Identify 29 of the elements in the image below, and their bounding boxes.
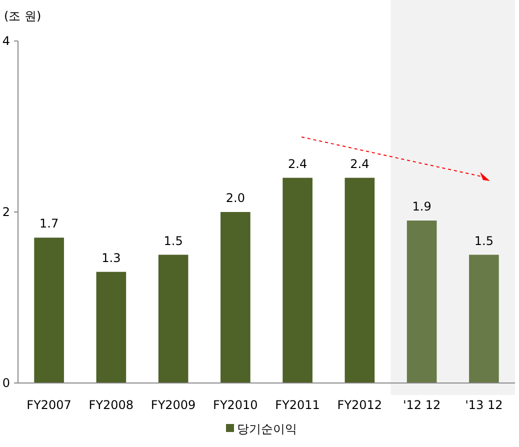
data-label: 1.5 (474, 234, 494, 248)
data-label: 2.0 (226, 191, 245, 205)
x-tick-label: FY2009 (150, 398, 196, 412)
bar (34, 238, 64, 383)
bar (344, 178, 375, 383)
bar (96, 272, 126, 383)
data-label: 1.5 (164, 234, 183, 248)
bar (158, 254, 188, 383)
data-label: 2.4 (350, 156, 370, 171)
legend-label: 당기순이익 (237, 422, 297, 436)
y-tick-label: 4 (2, 34, 10, 48)
x-tick-label: FY2008 (88, 398, 134, 412)
data-label: 1.9 (412, 200, 432, 214)
data-label: 2.4 (288, 156, 308, 171)
x-tick-label: '13 12 (465, 398, 503, 412)
y-tick-label: 0 (2, 376, 10, 390)
bar (220, 212, 250, 383)
bar (282, 178, 312, 383)
bar (406, 220, 437, 383)
data-label: 1.7 (40, 216, 59, 231)
y-axis-title: (조 원) (4, 9, 42, 23)
y-tick-label: 2 (2, 205, 10, 220)
data-label: 1.3 (102, 250, 121, 265)
bar (469, 254, 499, 383)
x-tick-label: FY2007 (26, 398, 72, 412)
x-tick-label: FY2011 (275, 398, 320, 412)
x-tick-label: FY2012 (337, 398, 382, 412)
x-tick-label: FY2010 (213, 398, 258, 412)
x-tick-label: '12 12 (402, 398, 441, 412)
